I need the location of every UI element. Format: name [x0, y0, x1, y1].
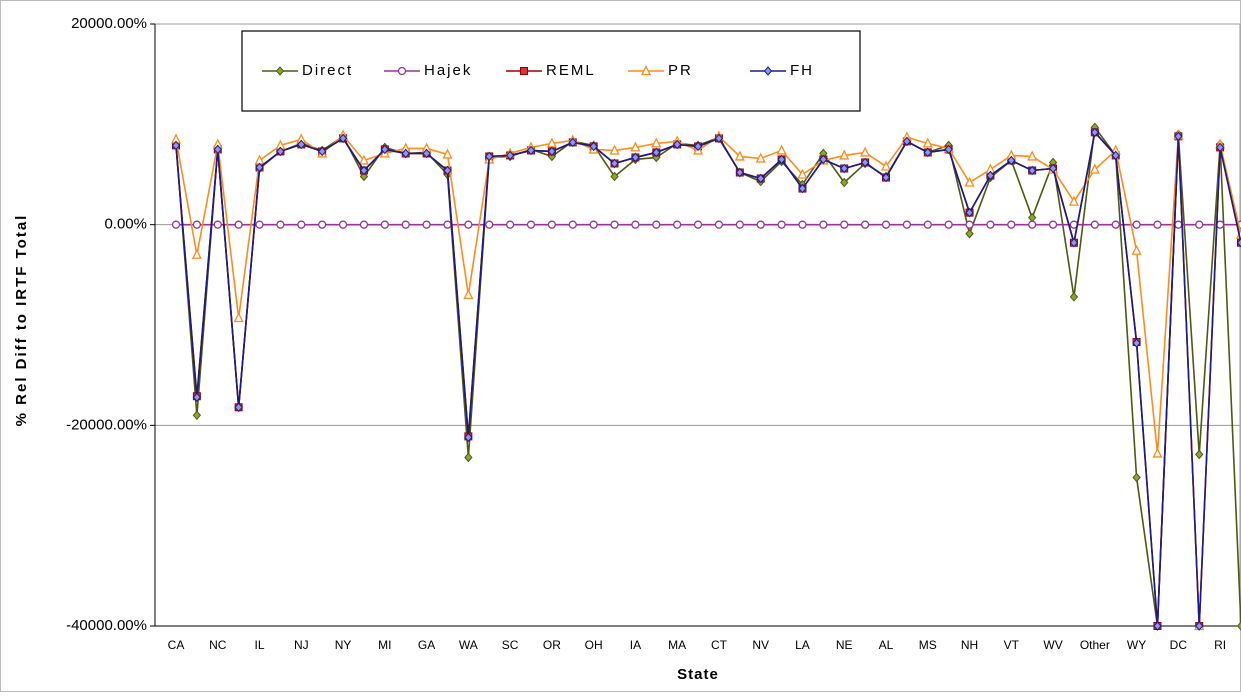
marker [235, 221, 242, 228]
x-tick-label: WV [1043, 638, 1062, 652]
marker [465, 221, 472, 228]
y-axis-title: % Rel Diff to IRTF Total [13, 214, 30, 427]
x-tick-label: MI [378, 638, 391, 652]
marker [757, 221, 764, 228]
marker [1050, 221, 1057, 228]
marker [778, 221, 785, 228]
marker [444, 221, 451, 228]
x-tick-label: WA [459, 638, 478, 652]
x-tick-label: GA [418, 638, 435, 652]
x-tick-label: CT [711, 638, 728, 652]
x-axis-title: State [677, 666, 719, 683]
marker [360, 221, 367, 228]
marker [1217, 221, 1224, 228]
marker [611, 221, 618, 228]
x-tick-label: NC [209, 638, 227, 652]
x-tick-label: CA [168, 638, 185, 652]
y-tick-label: 0.00% [104, 216, 147, 233]
legend-label: PR [668, 62, 693, 79]
marker [653, 221, 660, 228]
marker [862, 221, 869, 228]
marker [319, 221, 326, 228]
marker [298, 221, 305, 228]
marker [841, 221, 848, 228]
x-tick-label: NE [836, 638, 853, 652]
legend-label: REML [546, 62, 596, 79]
marker [799, 221, 806, 228]
marker [820, 221, 827, 228]
x-tick-label: MA [668, 638, 686, 652]
marker [590, 221, 597, 228]
x-tick-label: WY [1127, 638, 1146, 652]
marker [1091, 221, 1098, 228]
marker [945, 221, 952, 228]
marker [987, 221, 994, 228]
y-tick-label: 20000.00% [71, 15, 147, 32]
marker [966, 221, 973, 228]
marker [883, 221, 890, 228]
x-tick-label: NY [335, 638, 352, 652]
marker [402, 221, 409, 228]
marker [569, 221, 576, 228]
legend-label: FH [790, 62, 814, 79]
marker [548, 221, 555, 228]
x-tick-label: NJ [294, 638, 309, 652]
y-tick-label: -20000.00% [66, 416, 147, 433]
x-tick-label: NV [752, 638, 769, 652]
marker [173, 221, 180, 228]
marker [399, 68, 406, 75]
marker [1029, 221, 1036, 228]
marker [193, 221, 200, 228]
legend-label: Direct [302, 62, 353, 79]
y-tick-label: -40000.00% [66, 617, 147, 634]
x-tick-label: VT [1004, 638, 1020, 652]
marker [695, 221, 702, 228]
marker [924, 221, 931, 228]
x-tick-label: LA [795, 638, 810, 652]
marker [674, 221, 681, 228]
marker [715, 221, 722, 228]
x-tick-label: Other [1080, 638, 1110, 652]
x-tick-label: MS [919, 638, 937, 652]
marker [903, 221, 910, 228]
marker [277, 221, 284, 228]
marker [381, 221, 388, 228]
marker [1112, 221, 1119, 228]
marker [1154, 221, 1161, 228]
marker [521, 68, 528, 75]
x-tick-label: RI [1214, 638, 1226, 652]
x-tick-label: NH [961, 638, 978, 652]
marker [1196, 221, 1203, 228]
x-tick-label: AL [879, 638, 894, 652]
x-tick-label: IL [255, 638, 265, 652]
marker [423, 221, 430, 228]
marker [1008, 221, 1015, 228]
marker [507, 221, 514, 228]
marker [632, 221, 639, 228]
marker [486, 221, 493, 228]
marker [736, 221, 743, 228]
x-tick-label: SC [502, 638, 519, 652]
x-tick-label: OH [585, 638, 603, 652]
x-tick-label: OR [543, 638, 561, 652]
marker [214, 221, 221, 228]
x-tick-label: DC [1170, 638, 1188, 652]
marker [1133, 221, 1140, 228]
x-tick-label: IA [630, 638, 641, 652]
legend-label: Hajek [424, 62, 472, 79]
marker [1175, 221, 1182, 228]
marker [256, 221, 263, 228]
marker [340, 221, 347, 228]
marker [528, 221, 535, 228]
